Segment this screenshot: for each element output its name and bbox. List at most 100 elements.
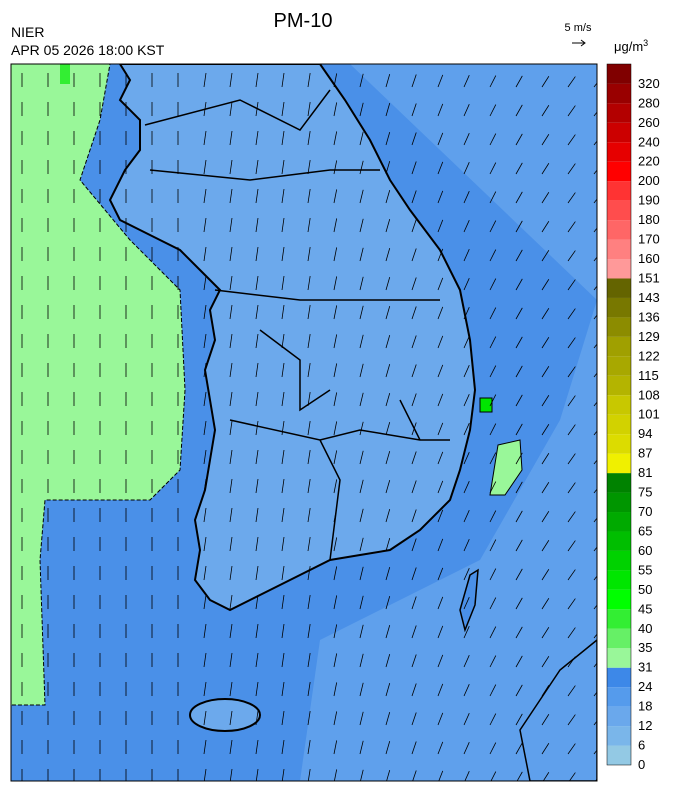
wind-arrow bbox=[567, 192, 576, 204]
wind-arrow bbox=[541, 714, 550, 726]
wind-arrow bbox=[255, 362, 259, 378]
wind-arrow bbox=[567, 134, 576, 146]
wind-arrow bbox=[515, 684, 523, 697]
colorbar-segment bbox=[607, 589, 631, 610]
wind-arrow bbox=[411, 277, 417, 291]
wind-arrow bbox=[333, 508, 338, 523]
wind-arrow bbox=[541, 453, 550, 465]
wind-arrow bbox=[203, 565, 207, 581]
wind-arrow bbox=[437, 596, 444, 610]
wind-arrow bbox=[463, 481, 470, 494]
colorbar-label: 94 bbox=[638, 426, 652, 441]
wind-arrow bbox=[229, 72, 233, 88]
wind-arrow bbox=[411, 480, 417, 494]
wind-arrow bbox=[515, 713, 523, 726]
wind-arrow bbox=[437, 451, 444, 465]
wind-arrow bbox=[385, 480, 391, 494]
wind-arrow bbox=[333, 450, 338, 465]
colorbar-label: 220 bbox=[638, 154, 660, 169]
wind-arrow bbox=[333, 421, 338, 436]
wind-arrow bbox=[229, 391, 233, 407]
colorbar-segment bbox=[607, 648, 631, 668]
wind-arrow bbox=[463, 365, 470, 378]
colorbar-segment bbox=[607, 317, 631, 337]
wind-arrow bbox=[437, 712, 444, 726]
wind-arrow bbox=[307, 682, 311, 697]
wind-arrow bbox=[463, 249, 470, 262]
wind-arrow bbox=[359, 218, 364, 233]
wind-arrow bbox=[411, 219, 417, 233]
wind-arrow bbox=[489, 568, 497, 581]
wind-arrow bbox=[359, 363, 364, 378]
wind-arrow bbox=[515, 626, 523, 639]
colorbar-label: 45 bbox=[638, 601, 652, 616]
wind-arrow bbox=[411, 190, 417, 204]
wind-arrow bbox=[567, 395, 576, 407]
colorbar-label: 40 bbox=[638, 621, 652, 636]
wind-arrow bbox=[515, 568, 523, 581]
wind-arrow bbox=[307, 305, 311, 320]
wind-arrow bbox=[567, 685, 576, 697]
colorbar-segment bbox=[607, 453, 631, 474]
map bbox=[11, 64, 597, 781]
wind-arrow bbox=[541, 424, 550, 436]
wind-arrow bbox=[359, 537, 364, 552]
colorbar-label: 87 bbox=[638, 446, 652, 461]
wind-arrow bbox=[385, 625, 391, 639]
wind-arrow bbox=[489, 75, 497, 88]
wind-arrow bbox=[593, 111, 597, 117]
wind-arrow bbox=[541, 279, 550, 291]
wind-arrow bbox=[229, 681, 233, 697]
wind-arrow bbox=[255, 159, 259, 175]
wind-arrow bbox=[489, 481, 497, 494]
colorbar-segment bbox=[607, 142, 631, 162]
wind-arrow bbox=[515, 220, 523, 233]
wind-arrow bbox=[281, 478, 285, 494]
wind-arrow bbox=[567, 366, 576, 378]
wind-arrow bbox=[411, 538, 417, 552]
wind-arrow bbox=[541, 656, 550, 668]
wind-arrow bbox=[463, 162, 470, 175]
wind-arrow bbox=[593, 517, 597, 523]
wind-arrow bbox=[593, 140, 597, 146]
wind-arrow bbox=[255, 478, 259, 494]
wind-arrow bbox=[333, 566, 338, 581]
wind-arrow bbox=[229, 217, 233, 233]
wind-arrow bbox=[463, 220, 470, 233]
wind-arrow bbox=[437, 364, 444, 378]
wind-arrow bbox=[515, 133, 523, 146]
colorbar-label: 240 bbox=[638, 134, 660, 149]
wind-arrow bbox=[489, 336, 497, 349]
wind-arrow bbox=[515, 191, 523, 204]
wind-arrow bbox=[437, 625, 444, 639]
wind-arrow bbox=[411, 74, 417, 88]
wind-arrow bbox=[437, 219, 444, 233]
wind-arrow bbox=[385, 567, 391, 581]
wind-arrow bbox=[593, 662, 597, 668]
wind-arrow bbox=[281, 623, 285, 639]
wind-arrow bbox=[411, 103, 417, 117]
wind-arrow bbox=[307, 276, 311, 291]
sea-east bbox=[300, 64, 597, 781]
wind-arrow bbox=[593, 546, 597, 552]
wind-arrow bbox=[307, 624, 311, 639]
wind-arrow bbox=[567, 163, 576, 175]
wind-arrow bbox=[593, 459, 597, 465]
wind-scale-head bbox=[580, 39, 586, 47]
wind-arrow bbox=[333, 334, 338, 349]
wind-arrow bbox=[437, 132, 444, 146]
wind-arrow bbox=[463, 597, 470, 610]
colorbar-segment bbox=[607, 512, 631, 532]
wind-arrow bbox=[567, 308, 576, 320]
colorbar-label: 129 bbox=[638, 329, 660, 344]
wind-arrow bbox=[541, 250, 550, 262]
wind-arrow bbox=[489, 394, 497, 407]
wind-arrow bbox=[307, 189, 311, 204]
wind-arrow bbox=[541, 395, 550, 407]
colorbar-segment bbox=[607, 492, 631, 513]
wind-arrow bbox=[203, 739, 207, 755]
wind-arrow bbox=[437, 74, 444, 88]
wind-arrow bbox=[307, 392, 311, 407]
wind-arrow bbox=[515, 452, 523, 465]
